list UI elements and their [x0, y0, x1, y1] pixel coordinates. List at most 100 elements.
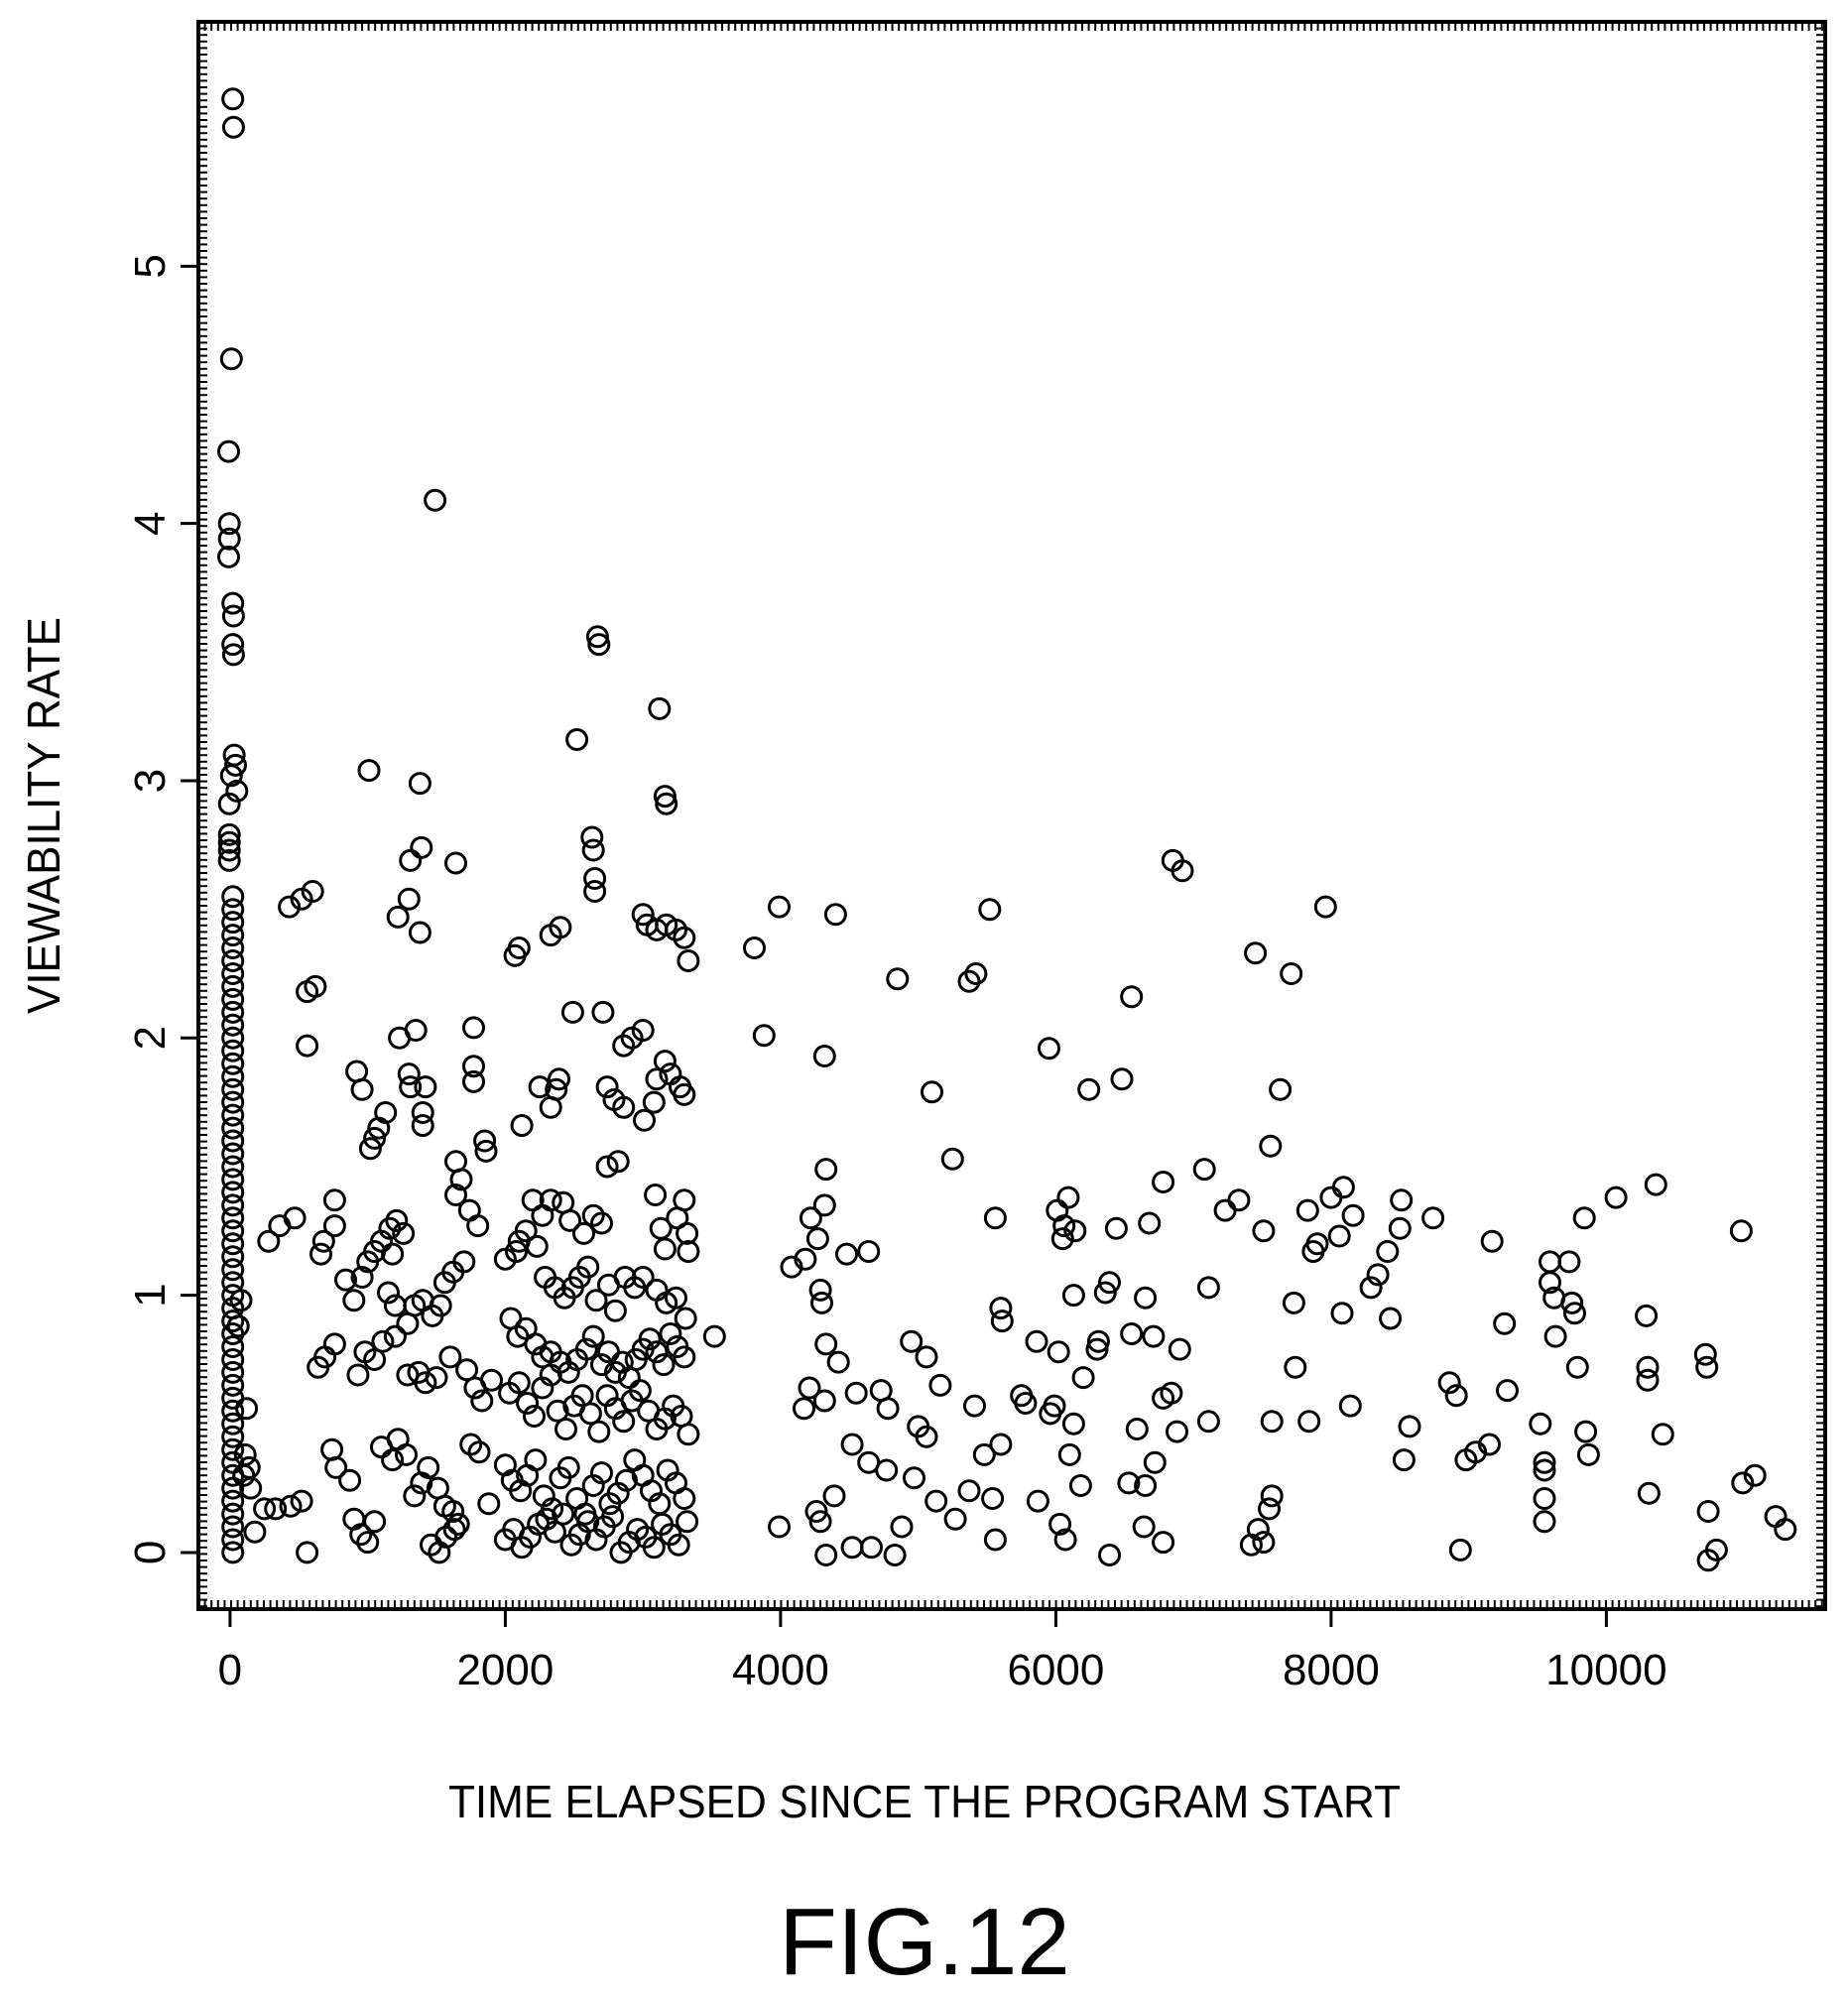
data-point: [1366, 1263, 1390, 1287]
data-point: [1025, 1329, 1048, 1353]
data-point: [990, 1310, 1014, 1333]
data-point: [633, 1108, 656, 1132]
data-point: [221, 1219, 245, 1243]
data-point: [217, 830, 241, 854]
data-point: [221, 1310, 245, 1333]
data-point: [1098, 1544, 1121, 1566]
data-point: [1043, 1394, 1066, 1418]
data-point: [221, 1206, 245, 1230]
data-point: [676, 1510, 699, 1534]
data-point: [572, 1221, 595, 1245]
data-point: [221, 1437, 245, 1461]
data-point: [417, 1455, 440, 1479]
data-point: [1260, 1484, 1284, 1508]
data-point: [793, 1397, 815, 1421]
data-point: [840, 1536, 864, 1560]
data-point: [226, 1314, 250, 1338]
data-point: [1258, 1497, 1281, 1521]
y-tick-label: 1: [126, 1283, 175, 1307]
data-point: [441, 1500, 465, 1523]
data-point: [583, 867, 607, 890]
data-point: [1260, 1410, 1284, 1434]
data-point: [363, 1348, 387, 1371]
data-point: [1644, 1173, 1667, 1196]
data-point: [883, 1544, 907, 1566]
data-point: [221, 1502, 245, 1526]
data-point: [253, 1497, 277, 1521]
data-point: [653, 785, 677, 809]
data-point: [810, 1291, 833, 1314]
data-point: [221, 898, 245, 922]
data-point: [1448, 1538, 1472, 1561]
data-point: [921, 1080, 943, 1104]
data-point: [674, 1307, 697, 1330]
data-point: [221, 1515, 245, 1539]
data-point: [221, 1039, 245, 1062]
data-point: [349, 1523, 373, 1547]
data-point: [221, 911, 245, 935]
data-point: [1125, 1418, 1149, 1440]
data-point: [221, 633, 245, 657]
data-point: [1297, 1410, 1321, 1434]
data-point: [221, 885, 245, 909]
data-point: [857, 1240, 881, 1263]
data-point: [989, 1433, 1013, 1456]
data-point: [221, 1168, 245, 1191]
data-point: [221, 1142, 245, 1166]
data-point: [768, 895, 791, 919]
data-point: [358, 1137, 382, 1161]
data-point: [653, 1050, 677, 1073]
data-point: [363, 1510, 387, 1534]
data-point: [1731, 1471, 1755, 1495]
x-tick-label: 8000: [1283, 1646, 1380, 1694]
data-point: [342, 1289, 366, 1312]
data-point: [1533, 1487, 1556, 1510]
data-point: [225, 779, 249, 803]
data-point: [1244, 941, 1268, 965]
data-point: [221, 962, 245, 985]
data-point: [1038, 1037, 1060, 1061]
data-point: [1533, 1458, 1556, 1482]
data-point: [583, 880, 607, 903]
data-point: [505, 1240, 528, 1263]
data-point: [224, 753, 247, 777]
data-point: [558, 1208, 582, 1232]
data-point: [1572, 1206, 1596, 1230]
data-point: [514, 1219, 538, 1243]
data-point: [768, 1515, 791, 1539]
data-point: [414, 1371, 437, 1395]
data-point: [638, 1327, 662, 1351]
data-point: [296, 1034, 319, 1058]
data-point: [411, 1114, 434, 1137]
data-point: [221, 1335, 245, 1358]
data-point: [860, 1536, 883, 1560]
data-point: [649, 1216, 673, 1240]
data-point: [408, 921, 431, 944]
data-point: [1077, 1077, 1101, 1101]
data-point: [574, 1337, 598, 1361]
data-point: [221, 643, 245, 667]
data-point: [876, 1397, 900, 1421]
data-point: [642, 1090, 666, 1114]
data-point: [507, 937, 531, 959]
data-point: [290, 1489, 313, 1513]
data-point: [320, 1437, 344, 1461]
data-point: [1695, 1355, 1719, 1379]
data-point: [631, 1019, 655, 1042]
data-point: [377, 1281, 400, 1305]
data-point: [510, 1114, 534, 1137]
data-point: [217, 822, 241, 846]
data-point: [1196, 1276, 1220, 1300]
data-point: [1539, 1250, 1561, 1274]
data-point: [399, 1075, 423, 1099]
data-point: [642, 1536, 666, 1560]
data-point: [357, 759, 381, 783]
data-point: [1152, 1531, 1175, 1555]
data-point: [1057, 1442, 1081, 1466]
data-point: [1398, 1415, 1421, 1438]
data-point: [826, 1350, 850, 1374]
x-tick-label: 10000: [1545, 1646, 1666, 1694]
data-point: [1493, 1311, 1517, 1335]
data-point: [1313, 895, 1337, 919]
data-point: [221, 1245, 245, 1269]
